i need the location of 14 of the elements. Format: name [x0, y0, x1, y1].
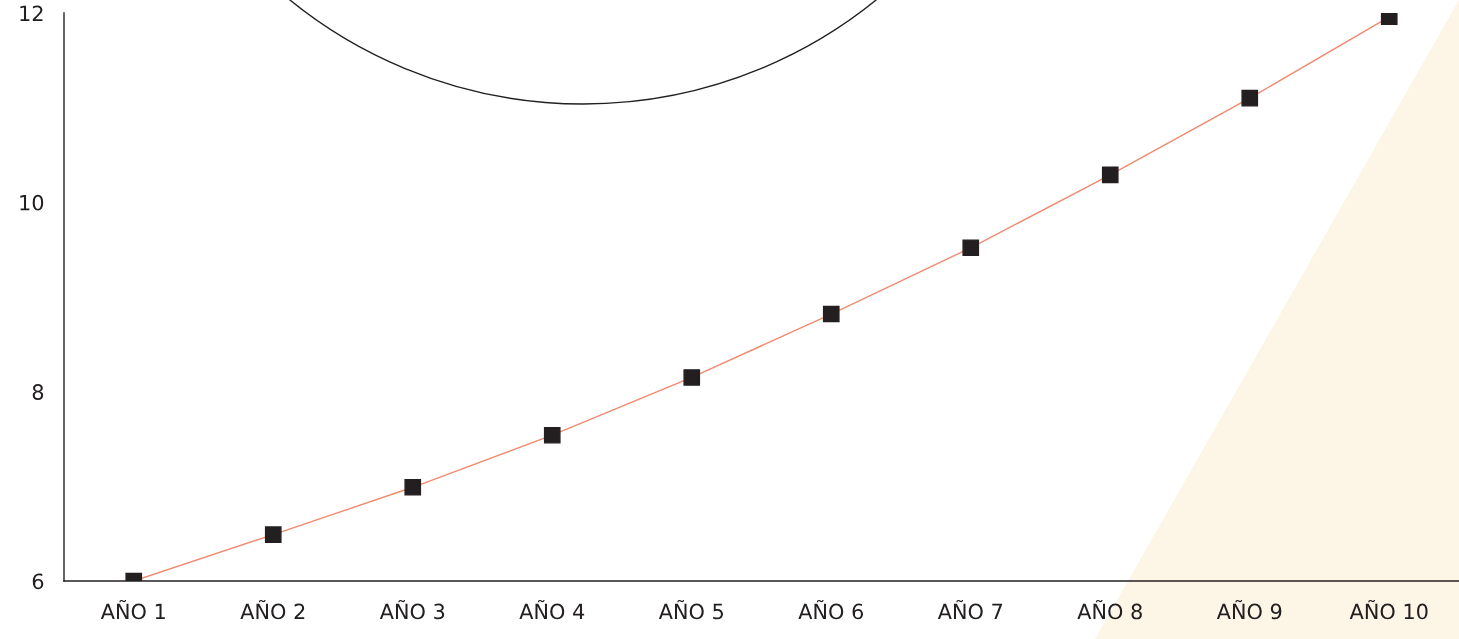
y-tick-label: 10: [20, 194, 44, 211]
y-tick-label: 6: [32, 573, 44, 590]
x-tick-label: AÑO 5: [658, 599, 723, 620]
x-tick-label: AÑO 8: [1077, 599, 1142, 620]
y-tick-label: 8: [32, 384, 44, 400]
x-tick-label: AÑO 1: [100, 599, 165, 620]
y-tick-label: 12: [20, 5, 43, 21]
x-tick-label: AÑO 4: [519, 599, 585, 620]
x-tick-label: AÑO 7: [937, 599, 1003, 620]
x-tick-label: AÑO 10: [1349, 599, 1428, 620]
x-tick-label: AÑO 6: [798, 599, 863, 620]
x-tick-label: AÑO 3: [379, 599, 445, 620]
x-tick-label: AÑO 2: [240, 599, 305, 620]
x-tick-label: AÑO 9: [1216, 599, 1282, 620]
